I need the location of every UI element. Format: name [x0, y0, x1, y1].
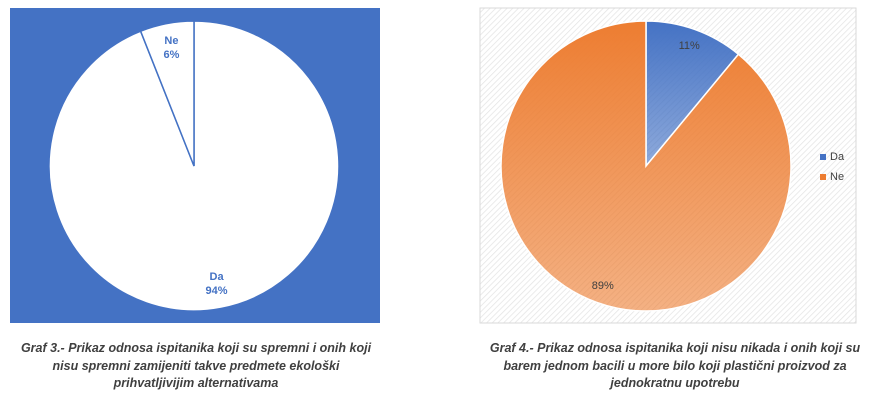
- legend-swatch: [820, 154, 826, 160]
- pie-slice: [500, 20, 792, 312]
- pie-slice: [645, 20, 740, 169]
- data-label: Da 94%: [206, 271, 228, 297]
- data-label: 11%: [679, 40, 700, 52]
- data-label-value: 94%: [206, 285, 228, 297]
- charts: Da 94% Ne 6% 11% 89% Da Ne: [10, 7, 857, 324]
- data-label: Ne 6%: [163, 35, 179, 61]
- caption: Graf 3.- Prikaz odnosa ispitanika koji s…: [20, 341, 372, 390]
- data-label-category: Da: [210, 271, 225, 283]
- pie-slice: [139, 20, 195, 167]
- data-label-value: 6%: [163, 49, 179, 61]
- data-label-category: Ne: [164, 35, 178, 47]
- caption: Graf 4.- Prikaz odnosa ispitanika koji n…: [489, 341, 861, 390]
- legend-label: Ne: [830, 171, 844, 183]
- legend-swatch: [820, 174, 826, 180]
- legend-label: Da: [830, 151, 845, 163]
- data-label: 89%: [592, 280, 614, 292]
